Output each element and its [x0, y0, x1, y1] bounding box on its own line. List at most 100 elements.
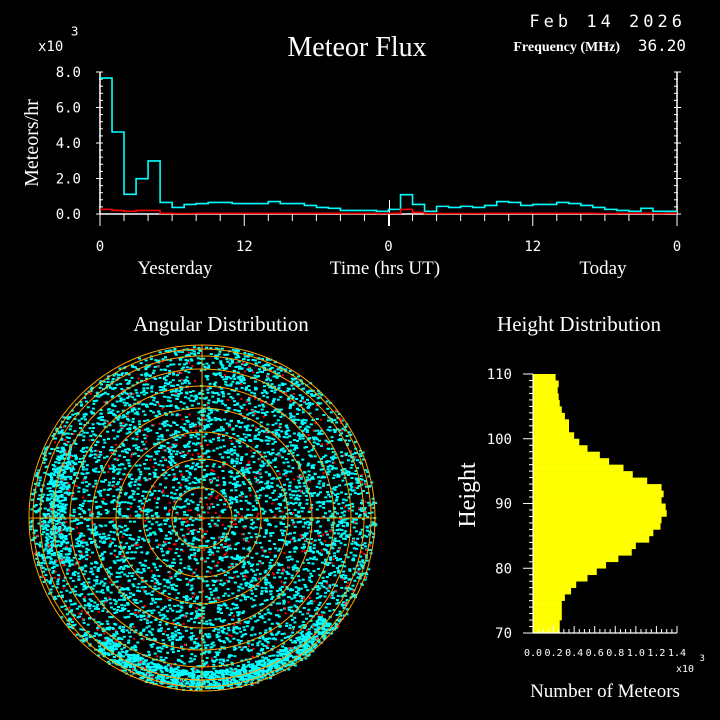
meteor-point — [240, 375, 244, 378]
meteor-point — [168, 381, 172, 384]
meteor-point — [153, 403, 157, 406]
meteor-point — [358, 513, 362, 516]
meteor-point — [110, 446, 114, 449]
meteor-point — [149, 509, 153, 512]
meteor-point — [178, 389, 182, 392]
meteor-point — [126, 418, 129, 420]
meteor-point — [330, 440, 334, 442]
meteor-point — [263, 576, 267, 579]
meteor-point — [114, 414, 117, 417]
meteor-point — [206, 388, 210, 391]
meteor-point — [308, 401, 312, 404]
meteor-point — [295, 381, 299, 384]
meteor-point — [215, 564, 219, 567]
meteor-point — [282, 436, 286, 439]
meteor-point — [322, 515, 326, 518]
meteor-point — [44, 547, 48, 550]
meteor-point — [255, 480, 259, 483]
meteor-point — [319, 534, 323, 537]
meteor-point — [239, 639, 243, 642]
meteor-point — [225, 555, 229, 558]
meteor-point — [185, 577, 189, 580]
meteor-point — [150, 390, 154, 393]
meteor-point — [129, 564, 133, 567]
meteor-point — [313, 544, 316, 547]
meteor-point — [149, 631, 153, 634]
meteor-point — [326, 473, 330, 476]
meteor-point — [274, 525, 278, 528]
meteor-point — [152, 399, 156, 402]
meteor-point — [301, 423, 305, 426]
meteor-point — [92, 412, 95, 415]
meteor-point — [310, 477, 313, 480]
meteor-point — [215, 484, 219, 487]
meteor-point — [167, 382, 171, 385]
meteor-point — [140, 551, 144, 554]
meteor-point — [199, 648, 203, 650]
meteor-point — [178, 436, 182, 439]
meteor-point — [195, 646, 199, 649]
meteor-point — [279, 486, 282, 489]
meteor-point — [263, 535, 267, 538]
meteor-point — [307, 608, 311, 611]
meteor-point — [291, 490, 295, 493]
meteor-point — [357, 572, 361, 575]
meteor-point — [246, 548, 250, 551]
meteor-point — [337, 558, 341, 561]
meteor-point — [82, 588, 86, 591]
meteor-point — [273, 554, 277, 557]
meteor-point — [48, 582, 52, 585]
meteor-point — [51, 435, 55, 437]
meteor-point — [174, 518, 178, 521]
meteor-point — [222, 489, 226, 491]
meteor-point — [304, 625, 307, 628]
meteor-point — [276, 368, 280, 371]
meteor-point — [97, 621, 101, 624]
meteor-point — [220, 557, 224, 559]
meteor-point — [139, 676, 143, 679]
meteor-point — [266, 423, 270, 426]
meteor-point — [327, 519, 330, 522]
meteor-point — [353, 579, 357, 582]
meteor-point — [310, 393, 313, 396]
meteor-point — [152, 531, 156, 534]
meteor-point — [156, 476, 159, 479]
meteor-point — [268, 474, 272, 477]
meteor-point — [265, 392, 269, 395]
meteor-point — [345, 504, 349, 507]
meteor-point — [230, 556, 234, 559]
meteor-point — [99, 435, 102, 438]
meteor-point — [146, 365, 150, 368]
meteor-point — [186, 431, 190, 434]
meteor-point — [218, 429, 222, 432]
meteor-point — [99, 465, 103, 467]
meteor-point — [352, 526, 356, 529]
meteor-point — [111, 583, 114, 586]
meteor-point — [354, 470, 358, 472]
meteor-point — [187, 524, 191, 527]
meteor-point — [258, 637, 261, 640]
meteor-point — [231, 397, 235, 400]
meteor-point — [163, 615, 167, 618]
meteor-point — [297, 482, 301, 485]
flux-title: Meteor Flux — [287, 32, 426, 63]
meteor-point — [251, 505, 255, 508]
meteor-point — [299, 632, 303, 635]
meteor-point — [348, 569, 352, 572]
meteor-point — [341, 604, 345, 607]
meteor-point — [91, 485, 95, 488]
meteor-point — [216, 610, 220, 613]
meteor-point — [219, 640, 223, 643]
meteor-point — [89, 586, 93, 589]
meteor-point — [189, 530, 193, 532]
meteor-point — [215, 654, 219, 656]
meteor-point — [146, 387, 150, 390]
meteor-point — [204, 488, 208, 491]
meteor-point — [298, 600, 302, 603]
meteor-point — [302, 387, 306, 390]
meteor-point — [64, 503, 68, 506]
meteor-point — [364, 514, 367, 517]
meteor-point — [63, 442, 67, 445]
meteor-point — [311, 394, 315, 397]
meteor-point — [191, 434, 195, 436]
